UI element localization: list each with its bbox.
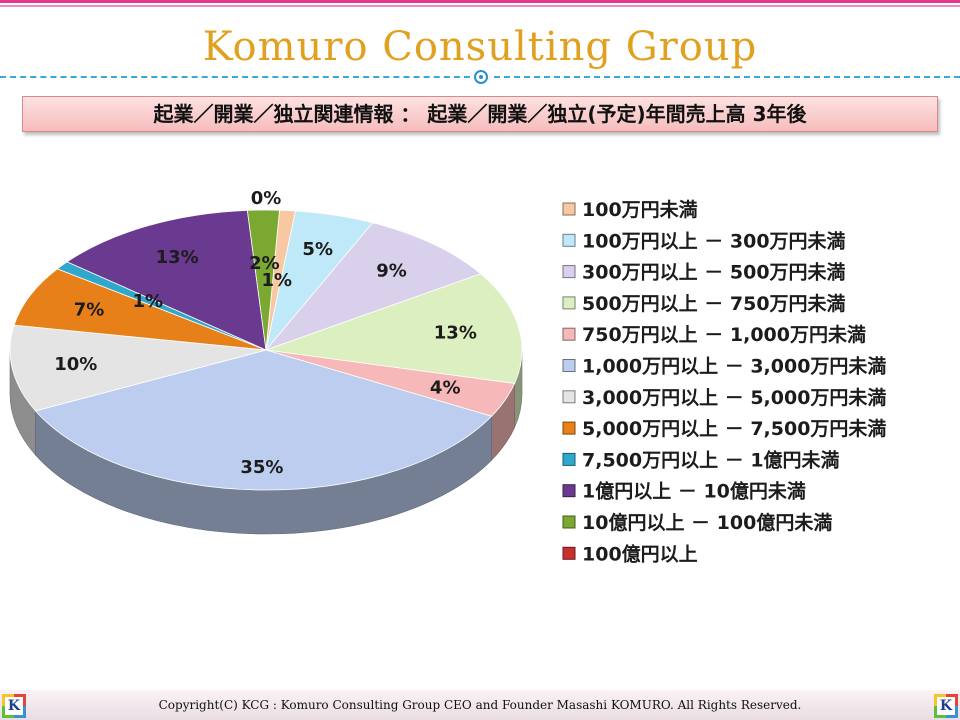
- top-stripe: [0, 0, 960, 10]
- kcg-logo-left: K: [2, 694, 26, 718]
- kcg-logo-right: K: [934, 694, 958, 718]
- divider-left: [0, 76, 470, 78]
- legend-label-3: 500万円以上 － 750万円未満: [582, 292, 846, 315]
- data-label-7: 7%: [74, 299, 105, 320]
- data-label-1: 5%: [302, 239, 333, 260]
- data-label-4: 4%: [430, 378, 461, 399]
- legend-swatch-5: [562, 359, 576, 372]
- data-label-5: 35%: [240, 457, 283, 478]
- pie-slice-10: [246, 209, 280, 351]
- legend-label-10: 10億円以上 － 100億円未満: [582, 511, 832, 534]
- data-label-10: 2%: [249, 253, 280, 274]
- brand-title: Komuro Consulting Group: [202, 24, 758, 70]
- data-label-0: 1%: [261, 270, 292, 291]
- data-label-9: 13%: [156, 247, 199, 268]
- legend-label-0: 100万円未満: [582, 198, 698, 221]
- data-label-11: 0%: [251, 188, 282, 209]
- legend-label-9: 1億円以上 － 10億円未満: [582, 480, 806, 503]
- logo-letter: K: [5, 697, 23, 715]
- data-label-3: 13%: [434, 323, 477, 344]
- legend-label-6: 3,000万円以上 － 5,000万円未満: [582, 386, 886, 409]
- legend-label-5: 1,000万円以上 － 3,000万円未満: [582, 355, 886, 378]
- data-label-layer: 1% 5% 9% 13% 4% 35% 10% 7% 1% 13% 2% 0%: [54, 188, 477, 478]
- pie-slice-2: [264, 222, 482, 351]
- legend-label-4: 750万円以上 － 1,000万円未満: [582, 323, 866, 346]
- legend-label-8: 7,500万円以上 － 1億円未満: [582, 448, 840, 471]
- divider-ornament-icon: [474, 70, 488, 84]
- legend-swatch-0: [562, 202, 576, 216]
- legend: 100万円未満 100万円以上 － 300万円未満 300万円以上 － 500万円未…: [562, 198, 886, 565]
- footer-bar: Copyright(C) KCG : Komuro Consulting Gro…: [0, 690, 960, 720]
- data-label-6: 10%: [54, 354, 97, 375]
- pie-slice-5: [34, 349, 493, 491]
- legend-label-7: 5,000万円以上 － 7,500万円未満: [582, 417, 886, 440]
- legend-swatch-9: [562, 484, 576, 498]
- logo-letter: K: [937, 697, 955, 715]
- legend-swatch-2: [562, 265, 576, 279]
- data-label-2: 9%: [376, 261, 407, 282]
- divider-right: [494, 76, 960, 78]
- pie-slice-3: [265, 273, 523, 384]
- pie-slice-6: [9, 324, 267, 412]
- slide-subtitle: 起業／開業／独立関連情報 ： 起業／開業／独立(予定)年間売上高 3年後: [22, 96, 938, 132]
- pie-slice-7: [13, 268, 267, 351]
- copyright-text: Copyright(C) KCG : Komuro Consulting Gro…: [158, 698, 802, 712]
- legend-swatch-3: [562, 296, 576, 310]
- legend-swatch-6: [562, 390, 576, 404]
- data-label-8: 1%: [132, 291, 163, 312]
- legend-label-2: 300万円以上 － 500万円未満: [582, 261, 846, 284]
- legend-swatch-8: [562, 452, 576, 466]
- legend-label-11: 100億円以上: [582, 542, 698, 565]
- legend-swatch-11: [562, 546, 576, 560]
- legend-swatch-4: [562, 327, 576, 341]
- pie-slice-9: [66, 209, 267, 351]
- legend-swatch-1: [562, 233, 576, 247]
- legend-swatch-7: [562, 421, 576, 435]
- pie-layer: [9, 209, 523, 535]
- legend-label-1: 100万円以上 － 300万円未満: [582, 229, 846, 252]
- legend-swatch-10: [562, 515, 576, 529]
- pie-chart: 1%5%9%13%4%35%10%7% 1%13% 2%0% 100万円未満100万…: [9, 188, 886, 565]
